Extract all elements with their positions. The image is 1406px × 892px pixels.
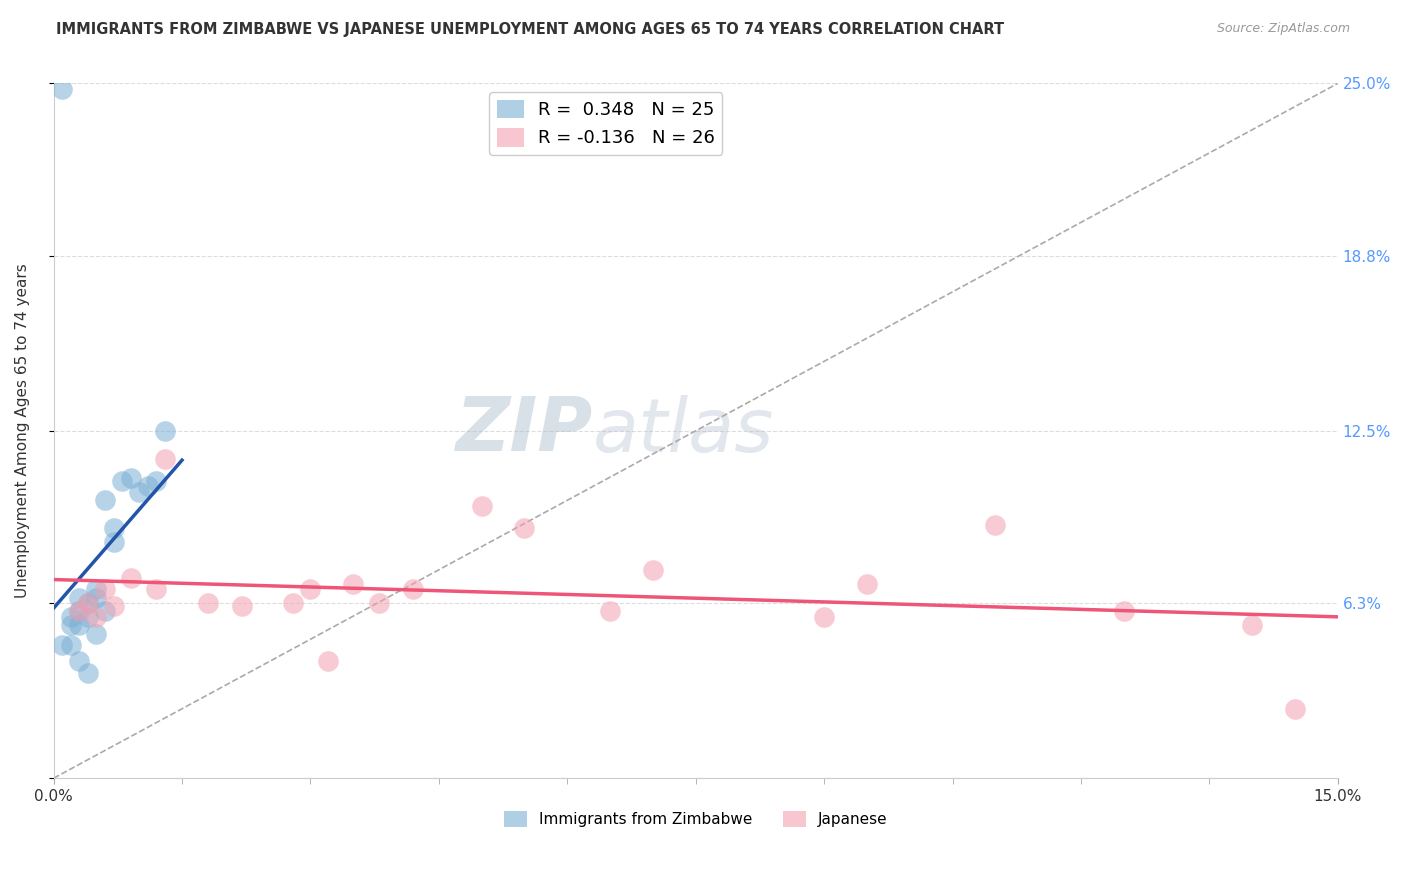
Point xyxy=(299,582,322,597)
Text: ZIP: ZIP xyxy=(456,394,593,467)
Point xyxy=(120,471,142,485)
Point xyxy=(1284,702,1306,716)
Point xyxy=(513,521,536,535)
Point xyxy=(641,563,664,577)
Point xyxy=(67,618,90,632)
Point xyxy=(67,605,90,619)
Y-axis label: Unemployment Among Ages 65 to 74 years: Unemployment Among Ages 65 to 74 years xyxy=(15,263,30,599)
Point xyxy=(51,82,73,96)
Point xyxy=(59,638,82,652)
Point xyxy=(599,605,621,619)
Point xyxy=(136,479,159,493)
Point xyxy=(51,638,73,652)
Point xyxy=(316,655,339,669)
Point xyxy=(813,610,835,624)
Point xyxy=(103,535,125,549)
Point xyxy=(1112,605,1135,619)
Point xyxy=(86,610,108,624)
Point xyxy=(94,493,117,508)
Point xyxy=(86,591,108,605)
Point xyxy=(128,485,150,500)
Point xyxy=(111,474,134,488)
Point xyxy=(1241,618,1264,632)
Point xyxy=(76,596,98,610)
Point xyxy=(153,424,176,438)
Point xyxy=(103,599,125,613)
Point xyxy=(67,605,90,619)
Point xyxy=(368,596,391,610)
Legend: Immigrants from Zimbabwe, Japanese: Immigrants from Zimbabwe, Japanese xyxy=(498,805,894,833)
Point xyxy=(197,596,219,610)
Point xyxy=(856,576,879,591)
Point xyxy=(67,591,90,605)
Point xyxy=(984,518,1007,533)
Point xyxy=(94,605,117,619)
Point xyxy=(86,582,108,597)
Point xyxy=(76,610,98,624)
Text: Source: ZipAtlas.com: Source: ZipAtlas.com xyxy=(1216,22,1350,36)
Point xyxy=(402,582,425,597)
Point xyxy=(103,521,125,535)
Point xyxy=(59,610,82,624)
Point xyxy=(86,626,108,640)
Point xyxy=(59,618,82,632)
Text: atlas: atlas xyxy=(593,395,775,467)
Point xyxy=(153,451,176,466)
Text: IMMIGRANTS FROM ZIMBABWE VS JAPANESE UNEMPLOYMENT AMONG AGES 65 TO 74 YEARS CORR: IMMIGRANTS FROM ZIMBABWE VS JAPANESE UNE… xyxy=(56,22,1004,37)
Point xyxy=(145,474,167,488)
Point xyxy=(76,665,98,680)
Point xyxy=(76,596,98,610)
Point xyxy=(283,596,305,610)
Point xyxy=(342,576,364,591)
Point xyxy=(471,499,494,513)
Point xyxy=(120,571,142,585)
Point xyxy=(145,582,167,597)
Point xyxy=(67,655,90,669)
Point xyxy=(94,582,117,597)
Point xyxy=(231,599,253,613)
